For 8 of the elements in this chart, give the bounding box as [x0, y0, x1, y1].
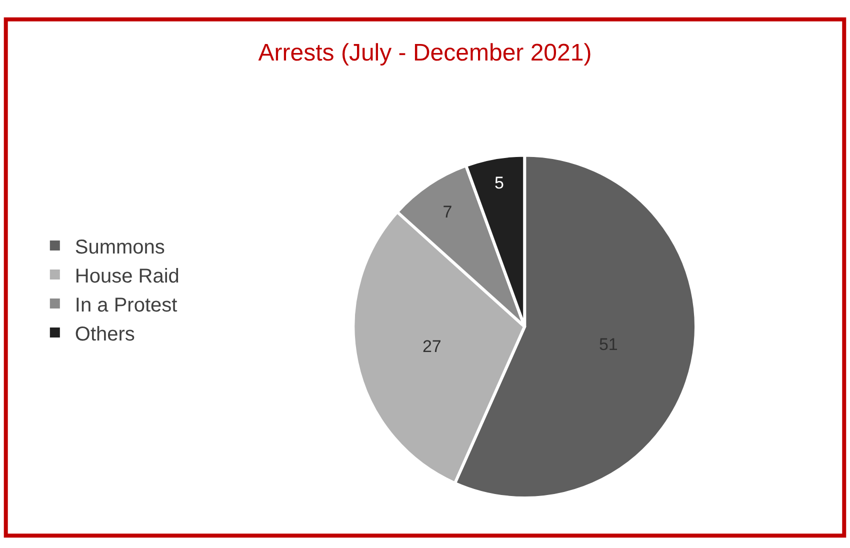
legend-label: House Raid	[74, 265, 180, 288]
chart-title: Arrests (July - December 2021)	[258, 40, 592, 67]
legend-label: Summons	[74, 236, 165, 258]
data-label: 7	[442, 202, 452, 222]
legend-label: In a Protest	[74, 294, 178, 316]
data-label: 5	[494, 173, 504, 192]
data-label: 27	[422, 336, 442, 356]
legend-label: Others	[74, 323, 135, 346]
